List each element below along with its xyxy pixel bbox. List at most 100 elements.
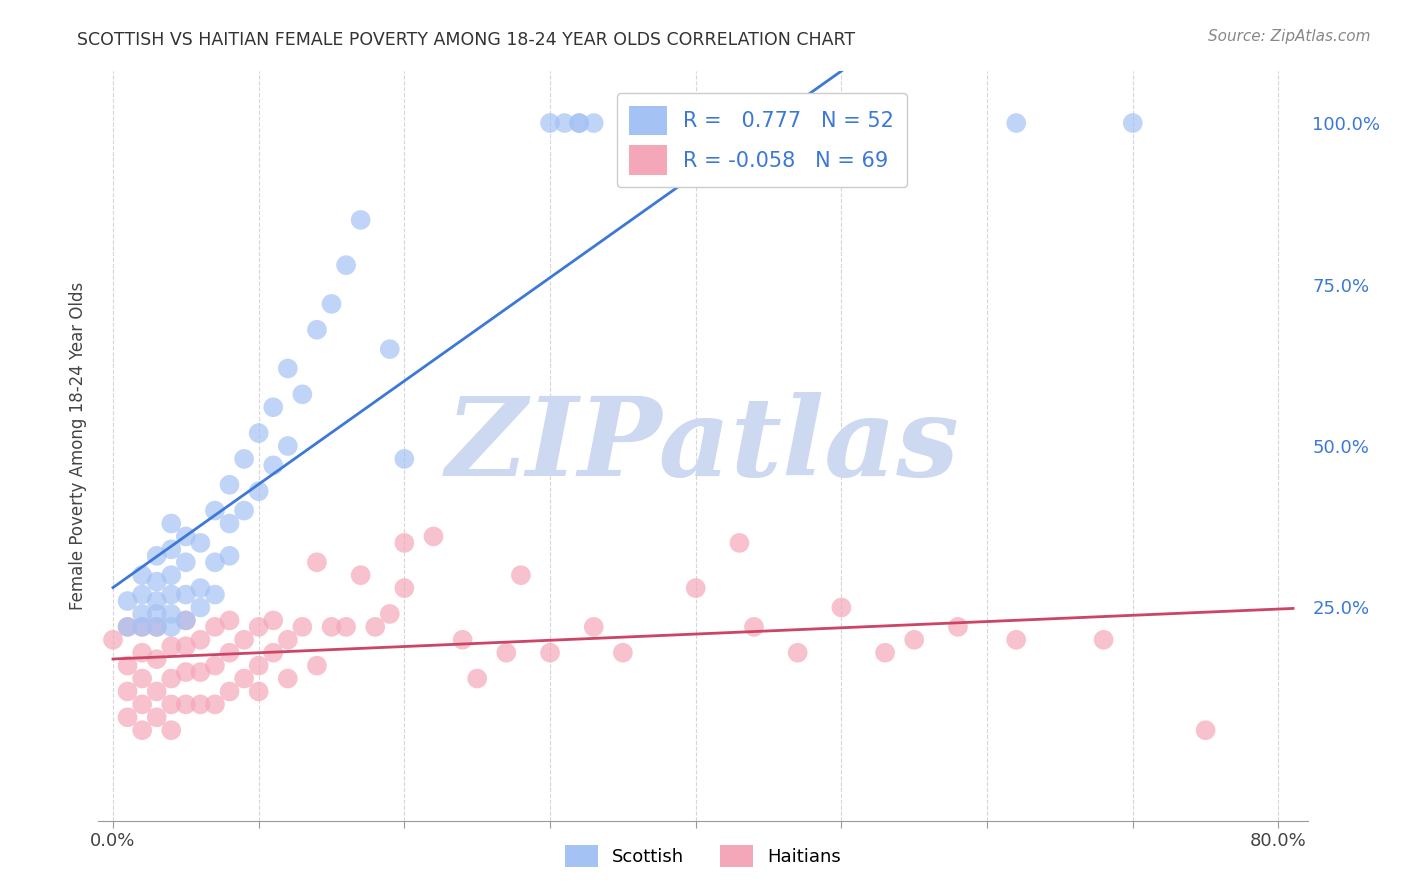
Point xyxy=(262,646,284,660)
Point xyxy=(174,614,197,628)
Point xyxy=(131,607,153,621)
Point xyxy=(160,588,183,602)
Point xyxy=(174,698,197,712)
Point xyxy=(233,672,256,686)
Point xyxy=(218,684,240,698)
Point xyxy=(1092,632,1115,647)
Point xyxy=(875,646,897,660)
Point xyxy=(903,632,925,647)
Point xyxy=(145,684,167,698)
Point xyxy=(568,116,591,130)
Point xyxy=(277,672,299,686)
Point xyxy=(247,426,270,441)
Point xyxy=(218,646,240,660)
Point xyxy=(218,516,240,531)
Point xyxy=(160,698,183,712)
Point xyxy=(204,658,226,673)
Point xyxy=(830,600,852,615)
Point xyxy=(394,451,416,466)
Point xyxy=(131,588,153,602)
Point xyxy=(495,646,517,660)
Point xyxy=(277,439,299,453)
Point xyxy=(174,665,197,679)
Text: Source: ZipAtlas.com: Source: ZipAtlas.com xyxy=(1208,29,1371,44)
Point xyxy=(174,614,197,628)
Point xyxy=(364,620,387,634)
Point xyxy=(218,549,240,563)
Point xyxy=(1122,116,1144,130)
Point xyxy=(554,116,576,130)
Point xyxy=(582,620,605,634)
Point xyxy=(190,632,212,647)
Point xyxy=(394,536,416,550)
Point xyxy=(174,529,197,543)
Point xyxy=(218,614,240,628)
Point xyxy=(204,555,226,569)
Point xyxy=(786,646,808,660)
Y-axis label: Female Poverty Among 18-24 Year Olds: Female Poverty Among 18-24 Year Olds xyxy=(69,282,87,610)
Point xyxy=(233,451,256,466)
Point xyxy=(145,620,167,634)
Point xyxy=(262,401,284,415)
Point xyxy=(350,568,373,582)
Point xyxy=(685,581,707,595)
Point xyxy=(305,555,328,569)
Point xyxy=(160,620,183,634)
Point xyxy=(131,698,153,712)
Point xyxy=(262,458,284,473)
Point xyxy=(160,723,183,738)
Point xyxy=(204,620,226,634)
Point xyxy=(101,632,124,647)
Point xyxy=(145,607,167,621)
Point xyxy=(145,620,167,634)
Point xyxy=(190,600,212,615)
Point xyxy=(160,672,183,686)
Point xyxy=(247,684,270,698)
Point xyxy=(233,632,256,647)
Point xyxy=(131,672,153,686)
Point xyxy=(291,620,314,634)
Point xyxy=(190,665,212,679)
Point xyxy=(131,568,153,582)
Point xyxy=(204,503,226,517)
Point xyxy=(305,323,328,337)
Point xyxy=(174,588,197,602)
Point xyxy=(1194,723,1216,738)
Point xyxy=(190,698,212,712)
Point xyxy=(117,684,139,698)
Point xyxy=(728,536,751,550)
Point xyxy=(174,555,197,569)
Point xyxy=(277,632,299,647)
Point xyxy=(538,646,561,660)
Point xyxy=(145,549,167,563)
Point xyxy=(174,639,197,653)
Point xyxy=(378,607,401,621)
Point xyxy=(131,723,153,738)
Point xyxy=(145,710,167,724)
Point xyxy=(145,652,167,666)
Point xyxy=(131,620,153,634)
Point xyxy=(262,614,284,628)
Point xyxy=(335,620,357,634)
Point xyxy=(160,607,183,621)
Point xyxy=(1005,116,1028,130)
Point xyxy=(612,646,634,660)
Point xyxy=(190,536,212,550)
Point xyxy=(117,594,139,608)
Point xyxy=(350,213,373,227)
Point xyxy=(160,542,183,557)
Point xyxy=(582,116,605,130)
Point xyxy=(335,258,357,272)
Point xyxy=(204,588,226,602)
Point xyxy=(160,516,183,531)
Point xyxy=(247,620,270,634)
Point xyxy=(218,477,240,491)
Point xyxy=(117,620,139,634)
Point xyxy=(247,658,270,673)
Point xyxy=(321,620,343,634)
Point xyxy=(538,116,561,130)
Point xyxy=(204,698,226,712)
Point xyxy=(394,581,416,595)
Text: ZIPatlas: ZIPatlas xyxy=(446,392,960,500)
Point xyxy=(451,632,474,647)
